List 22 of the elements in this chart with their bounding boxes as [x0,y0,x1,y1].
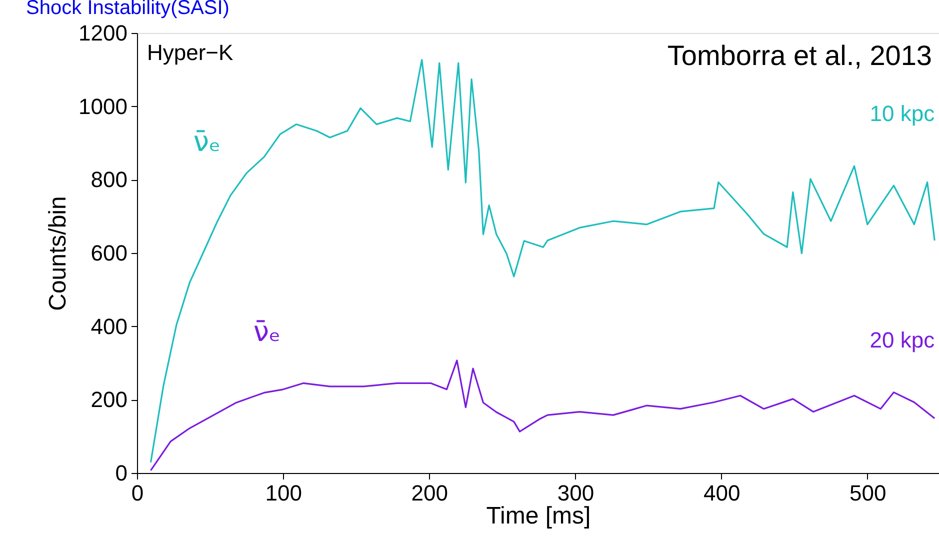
x-tick-label: 300 [557,480,594,506]
text: 20 kpc [870,327,935,352]
series-label: 10 kpc [870,101,935,126]
annotation: ν̄ₑ [193,125,221,158]
line-series [150,360,936,472]
x-tick-label: 200 [411,480,448,506]
y-tick-label: 0 [115,460,128,486]
y-axis-title: Counts/bin [44,196,72,311]
annotation: Hyper−K [147,40,234,65]
x-tick-label: 400 [703,480,740,506]
y-tick-label: 400 [90,314,128,339]
y-tick-label: 600 [90,240,128,266]
x-tick-label: 100 [265,480,302,506]
y-tick-label: 800 [90,167,128,192]
annotation: Tomborra et al., 2013 [667,40,932,71]
x-tick-label: 500 [850,480,886,506]
y-tick-label: 1000 [78,94,128,119]
x-axis-title: Time [ms] [486,502,591,530]
annotation: ν̄ₑ [253,315,281,348]
y-tick-label: 1200 [78,20,128,46]
x-tick-label: 0 [131,480,144,506]
y-tick-label: 200 [90,387,128,412]
